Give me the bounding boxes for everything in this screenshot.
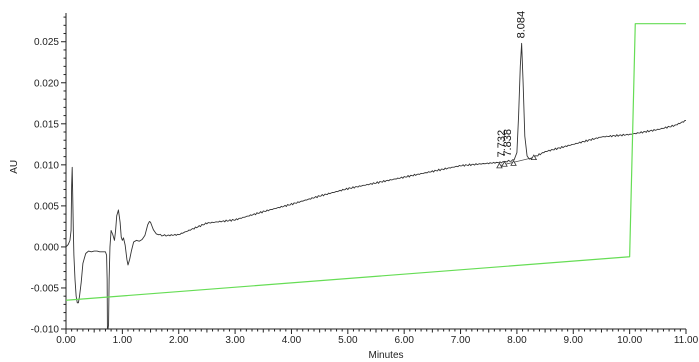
x-axis-ticks: 0.00 1.00 2.00 3.00 4.00 5.00 6.00 7.00 8.00 9.00… xyxy=(56,329,699,346)
x-tick-label: 8.00 xyxy=(507,335,527,346)
y-axis-title: AU xyxy=(9,160,20,174)
y-tick-label: -0.010 xyxy=(31,325,60,336)
peak-label: 7.732 xyxy=(496,130,508,158)
x-tick-label: 4.00 xyxy=(282,335,302,346)
x-tick-label: 11.00 xyxy=(674,335,699,346)
y-tick-label: 0.010 xyxy=(34,160,59,171)
x-tick-label: 7.00 xyxy=(451,335,471,346)
peak-label: 7.838 xyxy=(502,129,514,157)
integration-marker xyxy=(501,160,508,167)
axes xyxy=(65,13,686,330)
integration-marker xyxy=(530,154,538,161)
y-axis-ticks: -0.010 -0.005 0.000 0.005 0.010 0.015 0.020 0.0… xyxy=(31,16,66,336)
x-tick-label: 6.00 xyxy=(394,335,414,346)
y-tick-label: 0.015 xyxy=(34,119,59,130)
series-layer xyxy=(65,23,687,330)
x-tick-label: 2.00 xyxy=(169,335,189,346)
integration-marker xyxy=(496,162,503,169)
x-tick-label: 1.00 xyxy=(113,335,133,346)
peak-label: 8.084 xyxy=(516,11,528,39)
x-tick-label: 0.00 xyxy=(56,335,76,346)
signal-series-line xyxy=(65,42,687,330)
x-tick-label: 5.00 xyxy=(338,335,358,346)
x-axis-title: Minutes xyxy=(368,350,403,361)
y-tick-label: 0.020 xyxy=(34,78,59,89)
integration-marker xyxy=(510,159,517,166)
y-tick-label: 0.005 xyxy=(34,201,59,212)
y-tick-label: -0.005 xyxy=(31,283,60,294)
x-tick-label: 10.00 xyxy=(617,335,642,346)
gradient-series-line xyxy=(65,23,686,301)
x-tick-label: 3.00 xyxy=(225,335,245,346)
x-tick-label: 9.00 xyxy=(564,335,584,346)
y-tick-label: 0.000 xyxy=(34,242,59,253)
integration-markers xyxy=(496,154,538,169)
y-tick-label: 0.025 xyxy=(34,37,59,48)
